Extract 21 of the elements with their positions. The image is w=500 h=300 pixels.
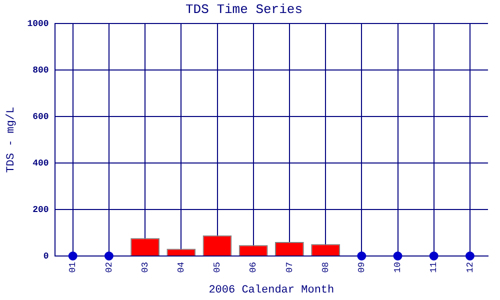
y-tick-label: 400 <box>32 158 49 168</box>
x-tick-label: 08 <box>320 262 331 273</box>
x-tick-label: 04 <box>176 262 187 273</box>
y-tick-label: 0 <box>43 251 49 262</box>
x-tick-label: 12 <box>465 262 476 273</box>
x-tick-label: 10 <box>393 262 404 273</box>
y-tick-label: 1000 <box>27 18 49 29</box>
chart-title: TDS Time Series <box>185 2 303 18</box>
x-axis-title: 2006 Calendar Month <box>208 284 334 296</box>
y-axis-title: TDS - mg/L <box>6 106 18 173</box>
x-tick-label: 01 <box>68 262 78 273</box>
x-tick-label: 06 <box>248 262 259 273</box>
x-tick-label: 11 <box>429 262 440 273</box>
x-tick-label: 02 <box>104 262 114 273</box>
x-tick-label: 05 <box>212 262 223 273</box>
x-tick-label: 07 <box>284 262 295 273</box>
y-tick-label: 200 <box>32 204 49 215</box>
y-tick-label: 800 <box>32 65 49 76</box>
y-tick-label: 600 <box>32 112 49 122</box>
x-tick-label: 09 <box>357 262 368 273</box>
x-tick-label: 03 <box>140 262 150 273</box>
